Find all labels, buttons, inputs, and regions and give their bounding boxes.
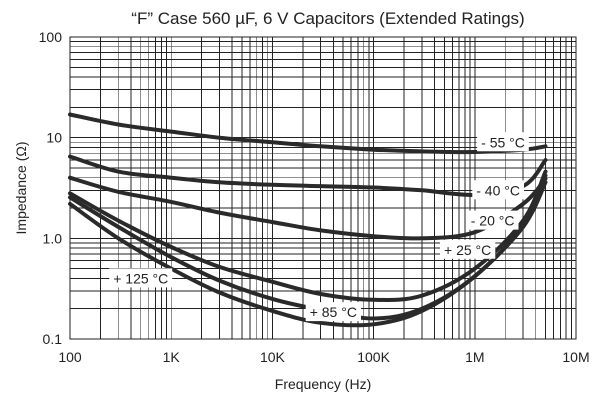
y-axis-label: Impedance (Ω) [13, 142, 29, 235]
curve-label-background [109, 268, 173, 288]
grid [69, 37, 576, 340]
curve-labels: - 55 °C - 40 °C - 20 °C + 25 °C + 85 °C + 125… [109, 132, 529, 322]
x-tick-label: 1M [465, 349, 484, 365]
y-tick-label: 1.0 [43, 230, 63, 246]
y-tick-label: 0.1 [43, 331, 63, 347]
curve-label: + 85 °C [310, 304, 357, 320]
y-tick-label: 10 [46, 130, 62, 146]
x-tick-label: 10M [562, 349, 589, 365]
curve-label-background [472, 180, 524, 200]
curve-label: + 25 °C [444, 242, 491, 258]
impedance-curve [68, 112, 548, 155]
curve-label-background [305, 302, 361, 322]
x-tick-label: 1K [163, 349, 181, 365]
curve-label: + 125 °C [113, 270, 168, 286]
x-tick-label: 100K [357, 349, 390, 365]
y-tick-label: 100 [39, 29, 63, 45]
tick-labels: 100 1K 10K 100K 1M 10M 0.1 1.0 10 100 [39, 29, 590, 365]
plot-frame [69, 36, 577, 340]
x-tick-label: 100 [58, 349, 82, 365]
x-axis-label: Frequency (Hz) [275, 376, 371, 392]
curve-label: - 40 °C [476, 182, 520, 198]
x-tick-label: 10K [260, 349, 286, 365]
curve-label: - 55 °C [481, 134, 525, 150]
curve-label-background [466, 210, 519, 230]
curve-label-background [440, 239, 496, 259]
curve-label-background [477, 132, 529, 152]
chart-title: “F” Case 560 µF, 6 V Capacitors (Extende… [131, 9, 524, 28]
curve-label: - 20 °C [471, 213, 515, 229]
impedance-curve [68, 180, 548, 328]
